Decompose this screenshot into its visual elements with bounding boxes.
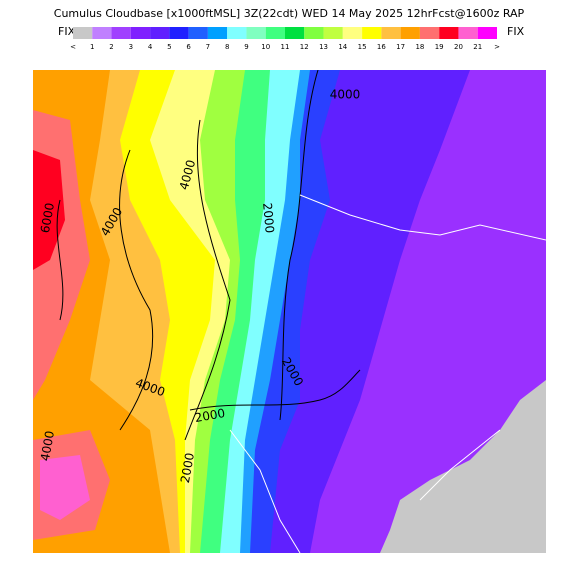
colorbar-label: 4: [148, 43, 153, 51]
colorbar-swatch: [265, 27, 285, 39]
colorbar-label: <: [70, 43, 76, 51]
contour-label: 6000: [38, 202, 57, 235]
colorbar-label: 18: [415, 43, 424, 51]
contour-label: 4000: [38, 430, 57, 463]
field: [33, 150, 65, 270]
colorbar-swatch: [323, 27, 343, 39]
colorbar-label: 6: [186, 43, 191, 51]
colorbar-label: 20: [454, 43, 463, 51]
colorbar-swatch: [150, 27, 170, 39]
contour-label: 4000: [330, 88, 361, 102]
colorbar-label: 14: [338, 43, 347, 51]
colorbar-swatch: [169, 27, 189, 39]
colorbar-label: 16: [377, 43, 386, 51]
colorbar-swatch: [439, 27, 459, 39]
colorbar-swatch: [400, 27, 420, 39]
colorbar-swatch: [73, 27, 93, 39]
field: [40, 455, 90, 520]
colorbar-label: 5: [167, 43, 171, 51]
colorbar-label: 9: [244, 43, 248, 51]
ocean: [380, 380, 546, 553]
colorbar-label: 12: [300, 43, 309, 51]
contour: [119, 149, 154, 431]
contour-label: 2000: [194, 406, 227, 425]
contour-label: 2000: [260, 202, 277, 234]
colorbar-swatch: [419, 27, 440, 39]
colorbar-label: 19: [435, 43, 444, 51]
colorbar-swatch: [304, 27, 324, 39]
colorbar-swatch: [92, 27, 112, 39]
contour: [184, 119, 231, 441]
colorbar: <1 2 3 4 5 6 7 8 9 10 11 12 13 14 15 16 17 18 19 20 21 >: [70, 27, 500, 51]
contour: [189, 369, 361, 411]
colorbar-label: 21: [473, 43, 482, 51]
colorbar-label: 1: [90, 43, 94, 51]
fix-right: FIX: [507, 25, 525, 38]
colorbar-label: 7: [206, 43, 210, 51]
contour: [279, 70, 319, 421]
colorbar-label: 10: [261, 43, 270, 51]
colorbar-swatch: [207, 27, 228, 39]
colorbar-swatch: [227, 27, 247, 39]
contour-label: 2000: [178, 452, 197, 485]
colorbar-swatch: [458, 27, 478, 39]
colorbar-label: 17: [396, 43, 405, 51]
colorbar-swatch: [342, 27, 363, 39]
colorbar-label: >: [494, 43, 500, 51]
colorbar-swatch: [188, 27, 208, 39]
map-title: Cumulus Cloudbase [x1000ftMSL] 3Z(22cdt)…: [54, 7, 525, 20]
fix-left: FIX: [58, 25, 76, 38]
colorbar-label: 15: [358, 43, 367, 51]
colorbar-swatch: [362, 27, 382, 39]
map-field: [33, 70, 546, 553]
colorbar-swatch: [477, 27, 497, 39]
colorbar-label: 13: [319, 43, 328, 51]
colorbar-swatch: [130, 27, 151, 39]
colorbar-swatch: [381, 27, 401, 39]
colorbar-label: 2: [109, 43, 113, 51]
colorbar-label: 3: [129, 43, 133, 51]
colorbar-swatch: [246, 27, 266, 39]
contour: [56, 199, 64, 321]
colorbar-swatch: [285, 27, 305, 39]
colorbar-label: 11: [281, 43, 290, 51]
colorbar-swatch: [111, 27, 131, 39]
colorbar-label: 8: [225, 43, 229, 51]
border: [229, 194, 546, 553]
